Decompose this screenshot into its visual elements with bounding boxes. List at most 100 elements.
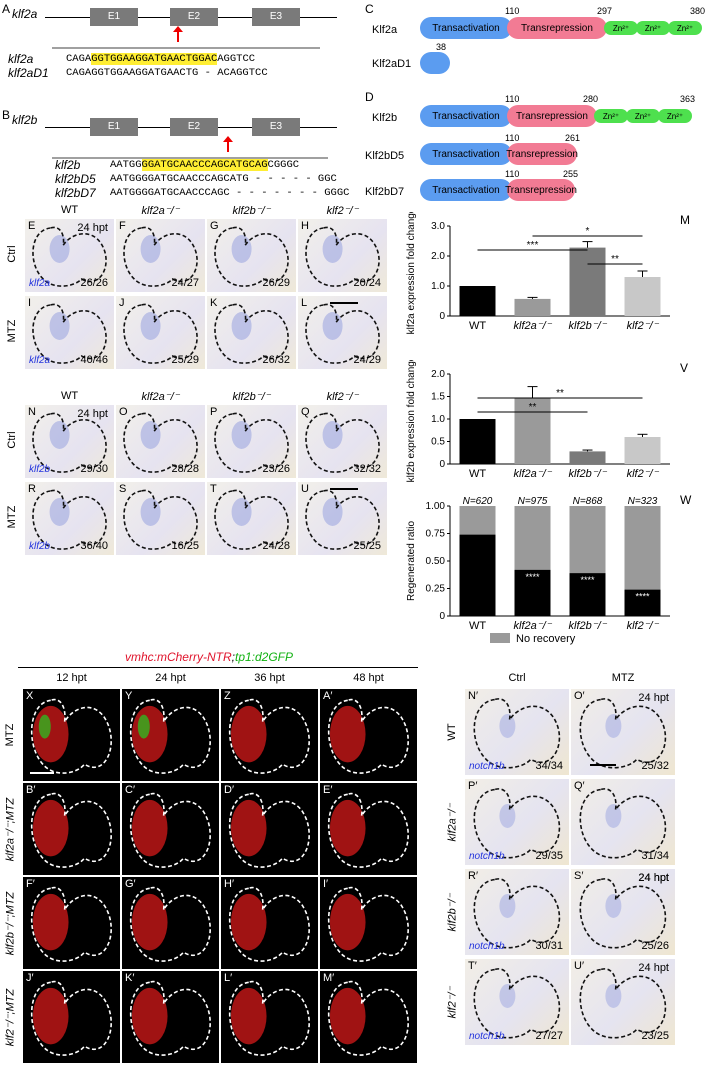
- seq-label-klf2b-d7: klf2bD7: [55, 186, 96, 200]
- panel-letter: E′: [323, 784, 333, 796]
- tick-label: 2.0: [431, 251, 445, 262]
- panel-letter: R: [28, 483, 36, 495]
- y-axis-label: klf2b expression fold change: [406, 360, 417, 482]
- ish-tile: S 16/25: [115, 481, 206, 556]
- row-header: klf2a⁻/⁻: [446, 803, 459, 842]
- tick-label: 0.50: [426, 556, 446, 567]
- fluor-tile: A′: [319, 688, 418, 782]
- significance-label: ***: [527, 240, 539, 251]
- fluor-tile: Z: [220, 688, 319, 782]
- panel-letter: O′: [574, 690, 585, 702]
- ish-grid-klf2b: WT klf2a⁻/⁻ klf2b⁻/⁻ klf2⁻/⁻ Ctrl MTZ N 29/30 24…: [0, 390, 390, 574]
- col-header: WT: [60, 204, 79, 216]
- aa-380: 380: [690, 6, 706, 16]
- chart-v: V 0 0.5 1.0 1.5 2.0 klf2b expression fold chan…: [406, 360, 688, 482]
- embryo-count: 23/26: [262, 463, 290, 475]
- embryo-count: 28/28: [171, 463, 199, 475]
- significance-label: ****: [580, 575, 595, 585]
- panel-letter: R′: [468, 870, 479, 882]
- fluor-tile: D′: [220, 782, 319, 876]
- panel-letter: Q′: [574, 780, 585, 792]
- row-header: klf2b⁻/⁻: [446, 893, 459, 932]
- exon-e2: E2: [170, 8, 218, 26]
- zinc-finger-2: Zn²⁺: [636, 21, 670, 35]
- embryo-count: 25/29: [171, 354, 199, 366]
- bar: [569, 247, 606, 316]
- panel-letter: T′: [468, 960, 477, 972]
- zinc-finger-b3: Zn²⁺: [658, 109, 692, 123]
- embryo-count: 36/40: [80, 540, 108, 552]
- notch-tile: Q′ 31/34: [570, 778, 676, 866]
- embryo-count: 16/25: [171, 540, 199, 552]
- aa-261: 261: [565, 133, 581, 143]
- panel-letter: A′: [323, 690, 333, 702]
- col-header: 36 hpt: [254, 672, 285, 684]
- gene-name-klf2b: klf2b: [12, 113, 38, 127]
- category-label: klf2a⁻/⁻: [514, 620, 553, 632]
- notch-tile: U′ 23/25 24 hpt: [570, 958, 676, 1046]
- col-header: klf2b⁻/⁻: [232, 205, 271, 217]
- ish-grid-klf2a: WT klf2a⁻/⁻ klf2b⁻/⁻ klf2⁻/⁻ Ctrl MTZ E 26/26 24…: [0, 204, 390, 388]
- panel-letter-c: C: [365, 2, 374, 16]
- panel-letter: G′: [125, 878, 136, 890]
- ish-tile: Q 32/32: [297, 404, 388, 479]
- aa-255: 255: [563, 169, 579, 179]
- embryo-count: 26/32: [262, 354, 290, 366]
- seq-klf2b-wt: AATGGGGATGCAACCCAGCATGCAGCGGGC: [110, 159, 300, 171]
- zinc-finger-b1: Zn²⁺: [594, 109, 628, 123]
- embryo-count: 20/24: [353, 277, 381, 289]
- bar: [624, 437, 661, 464]
- panel-letter-a: A: [2, 2, 11, 16]
- seq-klf2b-d5: AATGGGGATGCAACCCAGCATG - - - - - GGC: [110, 173, 337, 185]
- col-header: klf2a⁻/⁻: [141, 205, 180, 217]
- aa-297: 297: [597, 6, 613, 16]
- panel-letter: N: [28, 406, 36, 418]
- fluor-tile: B′: [22, 782, 121, 876]
- exon-e1-b: E1: [90, 118, 138, 136]
- seq-label-klf2b: klf2b: [55, 158, 81, 172]
- marker-label: notch1b: [469, 941, 505, 952]
- zinc-finger-3: Zn²⁺: [668, 21, 702, 35]
- protein-klf2b-d5: Klf2bD5: [365, 150, 405, 162]
- aa-38: 38: [436, 42, 447, 52]
- row-header: MTZ: [4, 723, 16, 747]
- domain-transactivation-b: Transactivation: [420, 105, 512, 127]
- notch-tile: R′ 30/31 notch1b: [464, 868, 570, 956]
- significance-label: **: [556, 388, 564, 399]
- panel-letter: Y: [125, 690, 133, 702]
- panel-letter: D′: [224, 784, 235, 796]
- panel-letter: F′: [26, 878, 35, 890]
- category-label: WT: [469, 620, 486, 632]
- category-label: klf2a⁻/⁻: [514, 468, 553, 480]
- panel-letter: K: [210, 297, 218, 309]
- panel-letter: P: [210, 406, 218, 418]
- category-label: WT: [469, 320, 486, 332]
- category-label: klf2⁻/⁻: [627, 320, 660, 332]
- tick-label: 0.75: [426, 529, 446, 540]
- row-header: MTZ: [6, 505, 18, 529]
- panel-letter: C′: [125, 784, 136, 796]
- col-header: 24 hpt: [155, 672, 186, 684]
- chart-letter: M: [680, 213, 690, 227]
- zinc-finger-b2: Zn²⁺: [626, 109, 660, 123]
- exon-e2-b: E2: [170, 118, 218, 136]
- col-header: MTZ: [611, 672, 635, 684]
- bar-recovered: [624, 589, 661, 616]
- ish-tile: I 40/46 klf2a: [24, 295, 115, 370]
- time-label: 24 hpt: [77, 408, 108, 420]
- fluor-tile: F′: [22, 876, 121, 970]
- tick-label: 1.0: [431, 281, 445, 292]
- ish-tile: K 26/32: [206, 295, 297, 370]
- fluor-tile: J′: [22, 970, 121, 1064]
- seq-label-klf2b-d5: klf2bD5: [55, 172, 96, 186]
- fluor-tile: E′: [319, 782, 418, 876]
- ish-tile: F 24/27: [115, 218, 206, 293]
- ish-tile: O 28/28: [115, 404, 206, 479]
- panel-letter: H: [301, 220, 309, 232]
- tick-label: 1.5: [431, 392, 445, 403]
- ish-tile: T 24/28: [206, 481, 297, 556]
- bar: [514, 397, 551, 464]
- embryo-count: 29/30: [80, 463, 108, 475]
- tick-label: 3.0: [431, 221, 445, 232]
- scale-bar: [330, 488, 358, 490]
